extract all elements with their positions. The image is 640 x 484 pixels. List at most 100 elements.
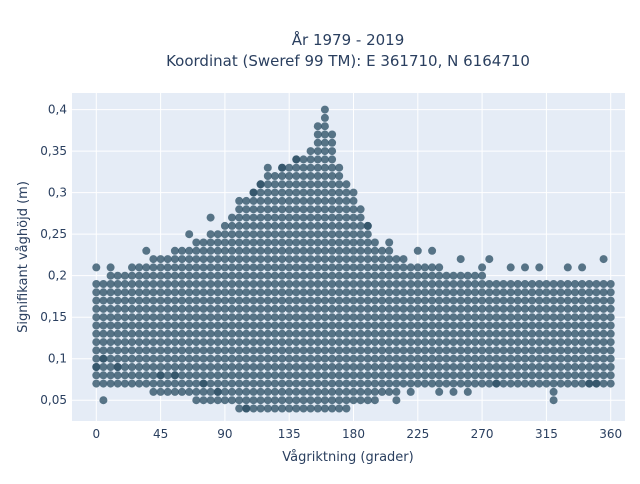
data-point	[270, 188, 279, 197]
data-point	[178, 271, 186, 280]
data-point	[363, 271, 372, 280]
data-point	[313, 163, 322, 172]
data-point	[463, 363, 472, 371]
data-point	[142, 354, 151, 363]
data-point	[278, 304, 287, 313]
data-point	[492, 313, 501, 322]
data-point	[185, 230, 194, 239]
data-point	[528, 304, 537, 313]
data-point	[320, 338, 329, 347]
tick-labels: 0 45 90 135 180 225 270 315 360 0,05 0,1 0,15 0,2 0,2…	[40, 103, 622, 441]
data-point	[92, 280, 101, 288]
data-point	[370, 280, 379, 288]
data-point	[306, 188, 315, 197]
data-point	[549, 313, 558, 322]
data-point	[349, 304, 358, 313]
data-point	[178, 263, 186, 272]
data-point	[342, 304, 351, 313]
data-point	[142, 263, 151, 272]
data-point	[163, 288, 172, 297]
data-point	[256, 354, 265, 363]
data-point	[92, 346, 101, 355]
data-point	[356, 296, 365, 305]
data-point	[571, 296, 579, 305]
data-point	[442, 346, 451, 355]
data-point	[113, 379, 122, 388]
data-point	[413, 296, 422, 305]
data-point	[363, 363, 372, 371]
data-point	[292, 213, 301, 222]
data-point	[535, 263, 544, 272]
data-point	[199, 255, 208, 264]
data-point	[156, 263, 165, 272]
data-point	[378, 329, 387, 338]
data-point	[228, 321, 236, 330]
data-point	[392, 304, 401, 313]
data-point	[599, 296, 608, 305]
data-point	[535, 329, 544, 338]
data-point	[299, 263, 308, 272]
data-point	[313, 263, 322, 272]
data-point	[485, 354, 494, 363]
data-point	[556, 313, 565, 322]
data-point	[328, 155, 337, 164]
data-point	[242, 329, 251, 338]
data-point	[270, 387, 279, 396]
data-point	[256, 213, 265, 222]
data-point	[478, 313, 487, 322]
data-point	[306, 255, 315, 264]
data-point	[406, 338, 415, 347]
data-point	[542, 371, 551, 380]
data-point	[356, 338, 365, 347]
data-point	[456, 280, 465, 288]
data-point	[556, 363, 565, 371]
data-point	[242, 221, 251, 230]
data-point	[356, 280, 365, 288]
data-point	[492, 321, 501, 330]
x-tick-label: 180	[342, 427, 365, 441]
data-point	[242, 404, 251, 413]
data-point	[485, 304, 494, 313]
data-point	[178, 304, 186, 313]
data-point	[599, 363, 608, 371]
data-point	[335, 354, 344, 363]
data-point	[585, 280, 594, 288]
data-point	[342, 288, 351, 297]
data-point	[435, 313, 444, 322]
data-point	[521, 329, 529, 338]
data-point	[499, 280, 508, 288]
data-point	[606, 280, 615, 288]
data-point	[320, 230, 329, 239]
data-point	[235, 329, 244, 338]
data-point	[499, 321, 508, 330]
data-point	[392, 280, 401, 288]
data-point	[113, 354, 122, 363]
data-point	[363, 313, 372, 322]
data-point	[306, 213, 315, 222]
data-point	[278, 363, 287, 371]
data-point	[120, 346, 129, 355]
data-point	[185, 371, 194, 380]
data-point	[406, 379, 415, 388]
data-point	[263, 180, 272, 189]
data-point	[313, 238, 322, 247]
data-point	[178, 371, 186, 380]
data-point	[285, 246, 294, 255]
data-point	[278, 396, 287, 405]
data-point	[349, 280, 358, 288]
data-point	[99, 296, 108, 305]
data-point	[249, 296, 258, 305]
data-point	[328, 304, 337, 313]
data-point	[135, 338, 144, 347]
data-point	[242, 313, 251, 322]
data-point	[213, 313, 222, 322]
data-point	[106, 346, 115, 355]
data-point	[342, 296, 351, 305]
data-point	[385, 255, 394, 264]
data-point	[420, 304, 429, 313]
data-point	[406, 387, 415, 396]
data-point	[363, 238, 372, 247]
data-point	[256, 371, 265, 380]
data-point	[163, 379, 172, 388]
